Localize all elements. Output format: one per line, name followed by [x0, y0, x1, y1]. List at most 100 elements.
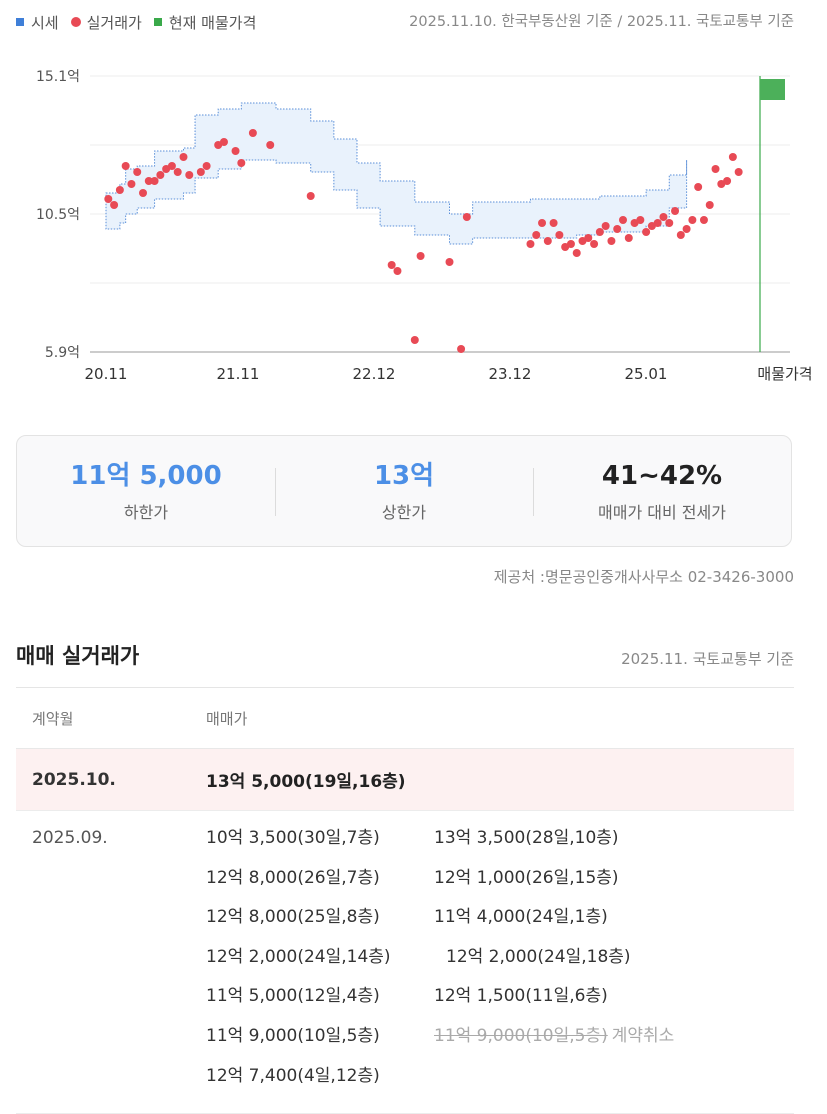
trade-point — [705, 201, 714, 209]
price-chart: 15.1억 10.5억 5.9억 20.11 21.11 22.12 23.12 25.01… — [36, 69, 813, 383]
lower-price-value: 11억 5,000 — [70, 461, 222, 491]
trade-point — [185, 171, 194, 179]
trade-point — [532, 231, 541, 239]
trade-point — [728, 153, 737, 161]
trade-point — [202, 162, 211, 170]
x-tick-label: 23.12 — [489, 365, 532, 383]
trade-point — [538, 219, 547, 227]
trade-point — [590, 240, 599, 248]
trade-point — [133, 168, 142, 176]
trade-point — [306, 192, 315, 200]
table-header: 계약월 매매가 — [16, 688, 794, 749]
section-source: 2025.11. 국토교통부 기준 — [621, 650, 794, 668]
trade-point — [601, 222, 610, 230]
trade-point — [694, 183, 703, 191]
trade-point — [115, 186, 124, 194]
current-listing — [759, 76, 785, 352]
legend-current-listing: 현재 매물가격 — [153, 12, 257, 33]
upper-price: 13억 상한가 — [275, 436, 533, 546]
trade-point — [688, 216, 697, 224]
trade-entry: 11억 9,000(10일,5층) — [206, 1025, 380, 1046]
trade-point — [127, 180, 136, 188]
trade-entry: 13억 3,500(28일,10층) — [434, 828, 619, 848]
y-tick-label: 10.5억 — [36, 207, 80, 223]
data-provider: 제공처 :명문공인중개사사무소 02-3426-3000 — [493, 568, 794, 586]
trade-point — [549, 219, 558, 227]
trade-point — [110, 201, 119, 209]
trade-point — [445, 258, 454, 266]
trade-entry: 11억 5,000(12일,4층) — [206, 986, 380, 1007]
trade-point — [699, 216, 708, 224]
trade-point — [624, 234, 633, 242]
trade-entry: 10억 3,500(30일,7층) — [206, 828, 380, 848]
trade-entry: 12억 2,000(24일,18층) — [446, 946, 631, 967]
trade-point — [219, 138, 228, 146]
jeonse-ratio: 41~42% 매매가 대비 전세가 — [533, 436, 791, 546]
trade-point — [457, 345, 466, 353]
trade-point — [613, 225, 622, 233]
price-summary-card: 11억 5,000 하한가 13억 상한가 41~42% 매매가 대비 전세가 — [16, 435, 792, 547]
y-axis: 15.1억 10.5억 5.9억 — [36, 69, 80, 361]
trade-list: 10억 3,500(30일,7층) 13억 3,500(28일,10층) 12억… — [206, 826, 706, 1103]
trade-point — [393, 267, 402, 275]
y-tick-label: 15.1억 — [36, 69, 80, 85]
x-tick-label: 20.11 — [85, 365, 128, 383]
trade-point — [636, 216, 645, 224]
chart-source: 2025.11.10. 한국부동산원 기준 / 2025.11. 국토교통부 기… — [409, 14, 794, 30]
legend-label: 현재 매물가격 — [168, 13, 257, 32]
trade-point — [543, 237, 552, 245]
trade-entry: 13억 5,000(19일,16층) — [206, 772, 406, 792]
trade-point — [156, 171, 165, 179]
trade-point — [734, 168, 743, 176]
trade-point — [572, 249, 581, 257]
lower-price: 11억 5,000 하한가 — [17, 436, 275, 546]
trade-point — [671, 207, 680, 215]
trade-point — [665, 219, 674, 227]
trade-point — [231, 147, 240, 155]
trade-point — [196, 168, 205, 176]
cancelled-trade-amount: 11억 9,000(10일,5층) — [434, 1025, 608, 1046]
table-row: 2025.10. 13억 5,000(19일,16층) — [16, 749, 794, 811]
lower-price-label: 하한가 — [123, 503, 169, 522]
x-tick-label: 25.01 — [625, 365, 668, 383]
trade-entry: 12억 2,000(24일,14층) — [206, 946, 391, 967]
col-price-header: 매매가 — [206, 709, 248, 728]
legend-dot-icon — [70, 17, 81, 27]
trade-entry: 12억 8,000(26일,7층) — [206, 867, 380, 888]
trade-point — [584, 234, 593, 242]
trade-point — [144, 177, 153, 185]
trade-entry: 12억 8,000(25일,8층) — [206, 907, 380, 928]
upper-price-value: 13억 — [373, 461, 435, 491]
trade-point — [723, 177, 732, 185]
chart-legend: 시세 실거래가 현재 매물가격 — [16, 10, 268, 34]
trade-point — [167, 162, 176, 170]
trade-point — [173, 168, 182, 176]
trade-point — [682, 225, 691, 233]
trade-point — [416, 252, 425, 260]
trade-entry: 12억 1,500(11일,6층) — [434, 986, 608, 1007]
trades-table: 계약월 매매가 2025.10. 13억 5,000(19일,16층) 2025… — [16, 687, 794, 1114]
trade-entry: 12억 7,400(4일,12층) — [206, 1065, 380, 1086]
legend-market-price: 시세 — [16, 12, 59, 33]
trade-point — [104, 195, 113, 203]
section-title: 매매 실거래가 — [16, 644, 140, 668]
trade-point — [121, 162, 130, 170]
legend-square-icon — [153, 18, 162, 26]
trade-point — [595, 228, 604, 236]
col-month-header: 계약월 — [32, 709, 74, 728]
y-tick-label: 5.9억 — [45, 345, 80, 361]
jeonse-ratio-label: 매매가 대비 전세가 — [598, 503, 726, 522]
row-month: 2025.09. — [32, 828, 108, 848]
trade-point — [237, 159, 246, 167]
trade-entry: 12억 1,000(26일,15층) — [434, 867, 619, 888]
trade-point — [555, 231, 564, 239]
trade-point — [607, 237, 616, 245]
trade-point — [566, 240, 575, 248]
trade-point — [410, 336, 419, 344]
x-axis: 20.11 21.11 22.12 23.12 25.01 매물가격 — [85, 365, 813, 383]
legend-label: 시세 — [31, 13, 59, 32]
x-tick-label: 21.11 — [217, 365, 260, 383]
trade-point — [618, 216, 627, 224]
table-row: 2025.09. 10억 3,500(30일,7층) 13억 3,500(28일… — [16, 811, 794, 1114]
legend-square-icon — [16, 18, 24, 26]
